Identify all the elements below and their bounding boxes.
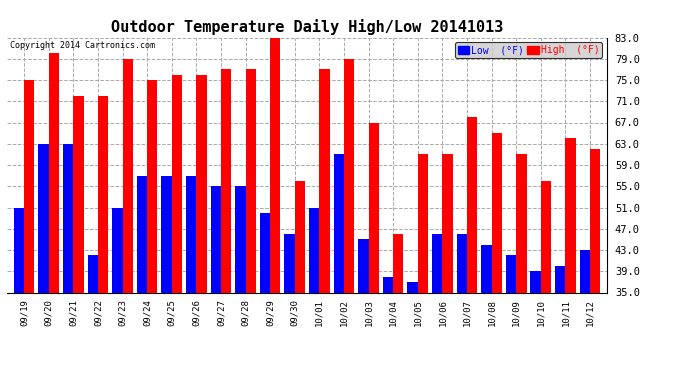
Bar (383, 277, 393, 375)
Bar (580, 250, 590, 375)
Bar (481, 245, 491, 375)
Title: Outdoor Temperature Daily High/Low 20141013: Outdoor Temperature Daily High/Low 20141… (111, 19, 503, 35)
Bar (295, 181, 305, 375)
Bar (14, 207, 24, 375)
Bar (123, 59, 133, 375)
Bar (221, 69, 231, 375)
Bar (210, 186, 221, 375)
Bar (88, 255, 98, 375)
Bar (358, 239, 368, 375)
Bar (186, 176, 197, 375)
Bar (516, 154, 526, 375)
Text: Copyright 2014 Cartronics.com: Copyright 2014 Cartronics.com (10, 41, 155, 50)
Bar (334, 154, 344, 375)
Bar (467, 117, 477, 375)
Bar (309, 207, 319, 375)
Bar (344, 59, 354, 375)
Bar (541, 181, 551, 375)
Bar (73, 96, 83, 375)
Bar (24, 80, 34, 375)
Bar (161, 176, 172, 375)
Bar (137, 176, 147, 375)
Bar (457, 234, 467, 375)
Legend: Low  (°F), High  (°F): Low (°F), High (°F) (455, 42, 602, 58)
Bar (531, 271, 541, 375)
Bar (112, 207, 123, 375)
Bar (172, 75, 182, 375)
Bar (49, 54, 59, 375)
Bar (63, 144, 73, 375)
Bar (407, 282, 417, 375)
Bar (270, 32, 280, 375)
Bar (506, 255, 516, 375)
Bar (565, 138, 575, 375)
Bar (319, 69, 330, 375)
Bar (555, 266, 565, 375)
Bar (98, 96, 108, 375)
Bar (197, 75, 207, 375)
Bar (284, 234, 295, 375)
Bar (235, 186, 246, 375)
Bar (147, 80, 157, 375)
Bar (368, 123, 379, 375)
Bar (39, 144, 49, 375)
Bar (246, 69, 256, 375)
Bar (393, 234, 404, 375)
Bar (442, 154, 453, 375)
Bar (590, 149, 600, 375)
Bar (417, 154, 428, 375)
Bar (260, 213, 270, 375)
Bar (432, 234, 442, 375)
Bar (491, 133, 502, 375)
